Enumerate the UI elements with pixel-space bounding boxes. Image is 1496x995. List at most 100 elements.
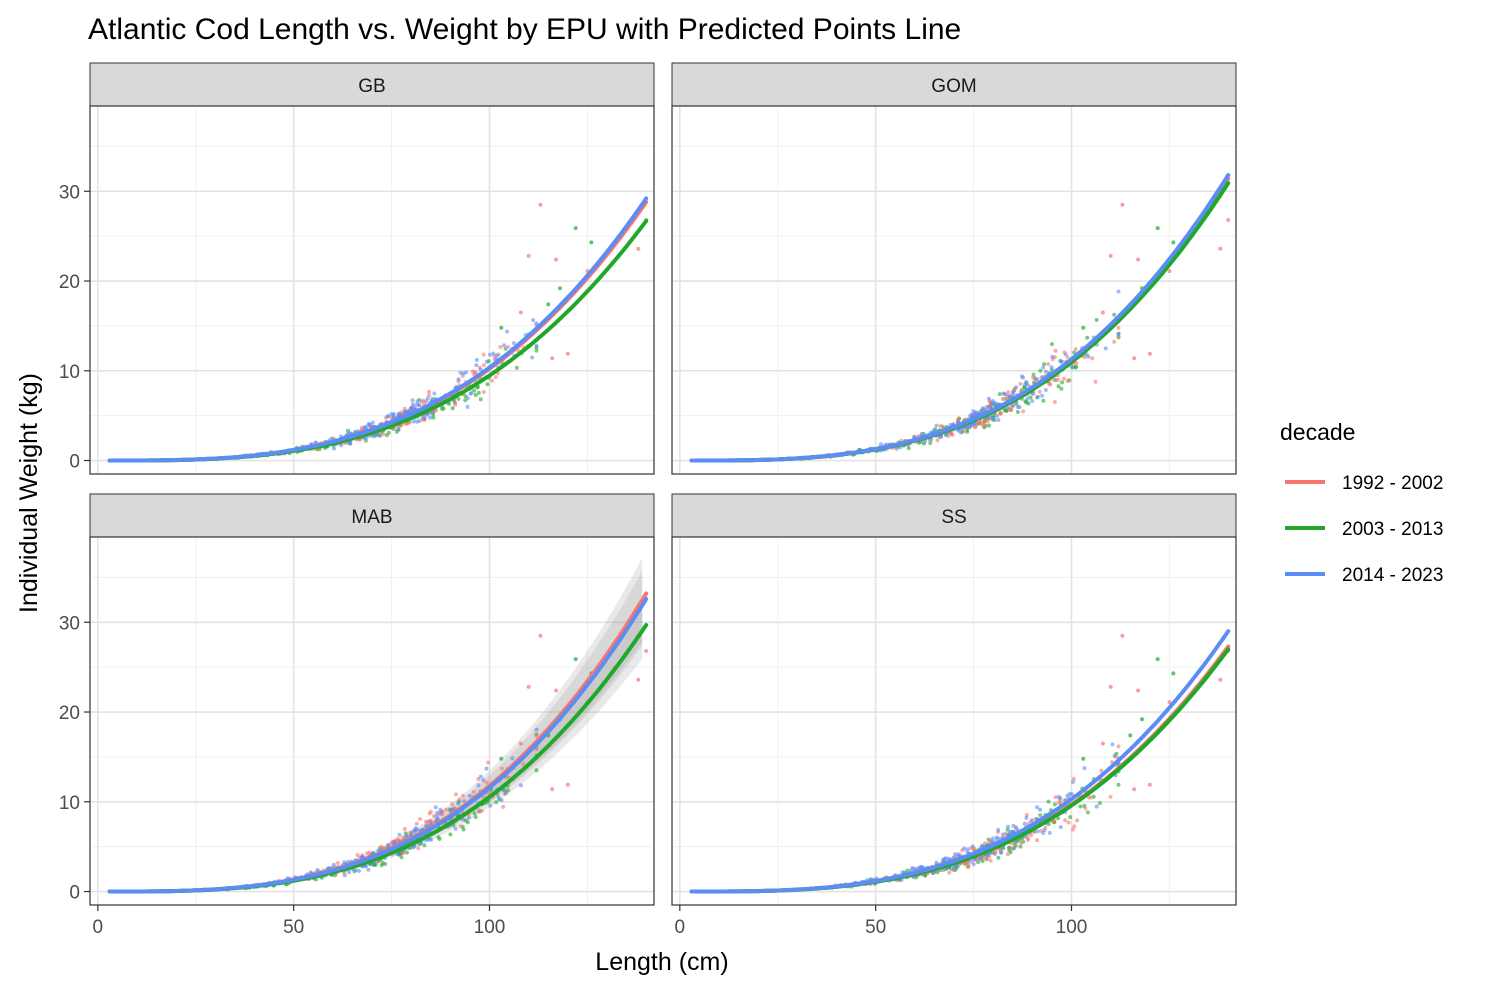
data-point xyxy=(391,415,396,420)
data-point xyxy=(1071,780,1075,784)
data-point xyxy=(1044,369,1048,374)
x-tick-label: 0 xyxy=(93,917,104,938)
data-point xyxy=(971,862,976,867)
data-point xyxy=(636,246,641,251)
data-point xyxy=(363,864,368,869)
data-point xyxy=(1066,820,1071,825)
data-point xyxy=(411,844,416,849)
chart-title: Atlantic Cod Length vs. Weight by EPU wi… xyxy=(88,13,961,46)
data-point xyxy=(1025,396,1030,401)
data-point xyxy=(518,310,523,315)
data-point xyxy=(998,411,1003,416)
data-point xyxy=(500,766,504,771)
data-point xyxy=(461,817,465,822)
data-point xyxy=(399,855,404,860)
data-point xyxy=(1136,257,1141,262)
data-point xyxy=(486,760,491,765)
data-point xyxy=(900,870,905,875)
data-point xyxy=(1041,398,1046,403)
data-point xyxy=(928,441,933,446)
data-point xyxy=(1167,269,1172,274)
data-point xyxy=(1086,795,1091,800)
data-point xyxy=(1140,717,1144,722)
data-point xyxy=(456,801,461,806)
data-point xyxy=(329,436,334,441)
legend: decade 1992 - 2002 2003 - 2013 2014 - 2023 xyxy=(1280,419,1443,586)
data-point xyxy=(1033,376,1038,381)
data-point xyxy=(371,862,375,867)
data-point xyxy=(573,657,578,662)
data-point xyxy=(450,807,454,812)
data-point xyxy=(1116,332,1121,336)
data-point xyxy=(377,433,382,438)
data-point xyxy=(434,814,439,819)
data-point xyxy=(427,389,431,394)
data-point xyxy=(554,257,559,262)
data-point xyxy=(432,391,437,396)
data-point xyxy=(386,842,391,847)
data-point xyxy=(965,429,970,434)
data-point xyxy=(1100,310,1105,315)
x-tick-label: 50 xyxy=(283,917,304,938)
data-point xyxy=(488,803,493,808)
facet-strip-label: SS xyxy=(941,507,966,528)
data-point xyxy=(425,396,430,401)
data-point xyxy=(954,865,959,870)
data-point xyxy=(1037,389,1042,394)
data-point xyxy=(410,402,415,407)
data-point xyxy=(1171,240,1176,245)
data-point xyxy=(1017,405,1022,410)
data-point xyxy=(534,768,539,773)
data-point xyxy=(315,868,320,873)
data-point xyxy=(353,429,358,434)
data-point xyxy=(1112,312,1117,317)
y-axis-label: Individual Weight (kg) xyxy=(15,373,43,613)
data-point xyxy=(1024,815,1029,820)
data-point xyxy=(550,787,555,792)
data-point xyxy=(538,202,543,207)
fitted-line xyxy=(689,173,1231,463)
data-point xyxy=(1059,386,1064,391)
data-point xyxy=(984,405,989,410)
data-point xyxy=(401,835,406,840)
data-point xyxy=(415,827,420,832)
data-point xyxy=(573,226,578,231)
data-point xyxy=(461,827,466,832)
data-point xyxy=(485,382,490,387)
data-point xyxy=(996,855,1001,860)
data-point xyxy=(969,422,974,427)
data-point xyxy=(514,365,519,370)
data-point xyxy=(465,404,470,409)
data-point xyxy=(1128,733,1133,738)
data-point xyxy=(453,826,458,831)
data-point xyxy=(923,439,927,444)
data-point xyxy=(589,240,594,245)
data-point xyxy=(478,367,483,372)
fitted-line xyxy=(689,629,1231,894)
data-point xyxy=(510,756,515,761)
data-point xyxy=(384,433,389,438)
data-point xyxy=(1171,671,1176,676)
data-point xyxy=(478,397,483,402)
data-point xyxy=(379,844,384,849)
data-point xyxy=(1068,815,1073,820)
data-point xyxy=(1132,356,1137,361)
data-point xyxy=(499,798,504,803)
data-point xyxy=(1018,844,1023,849)
data-point xyxy=(1083,806,1088,811)
data-point xyxy=(1116,289,1121,294)
data-point xyxy=(1010,390,1015,395)
data-point xyxy=(411,419,416,424)
data-point xyxy=(1042,828,1047,833)
data-point xyxy=(1103,346,1108,351)
data-point xyxy=(521,762,526,767)
data-point xyxy=(988,858,993,863)
data-point xyxy=(534,321,539,326)
data-point xyxy=(1069,364,1074,369)
data-point xyxy=(494,800,499,805)
data-point xyxy=(565,782,570,787)
data-point xyxy=(1049,342,1054,347)
data-point xyxy=(484,766,489,771)
data-point xyxy=(478,774,483,779)
data-point xyxy=(987,423,992,428)
